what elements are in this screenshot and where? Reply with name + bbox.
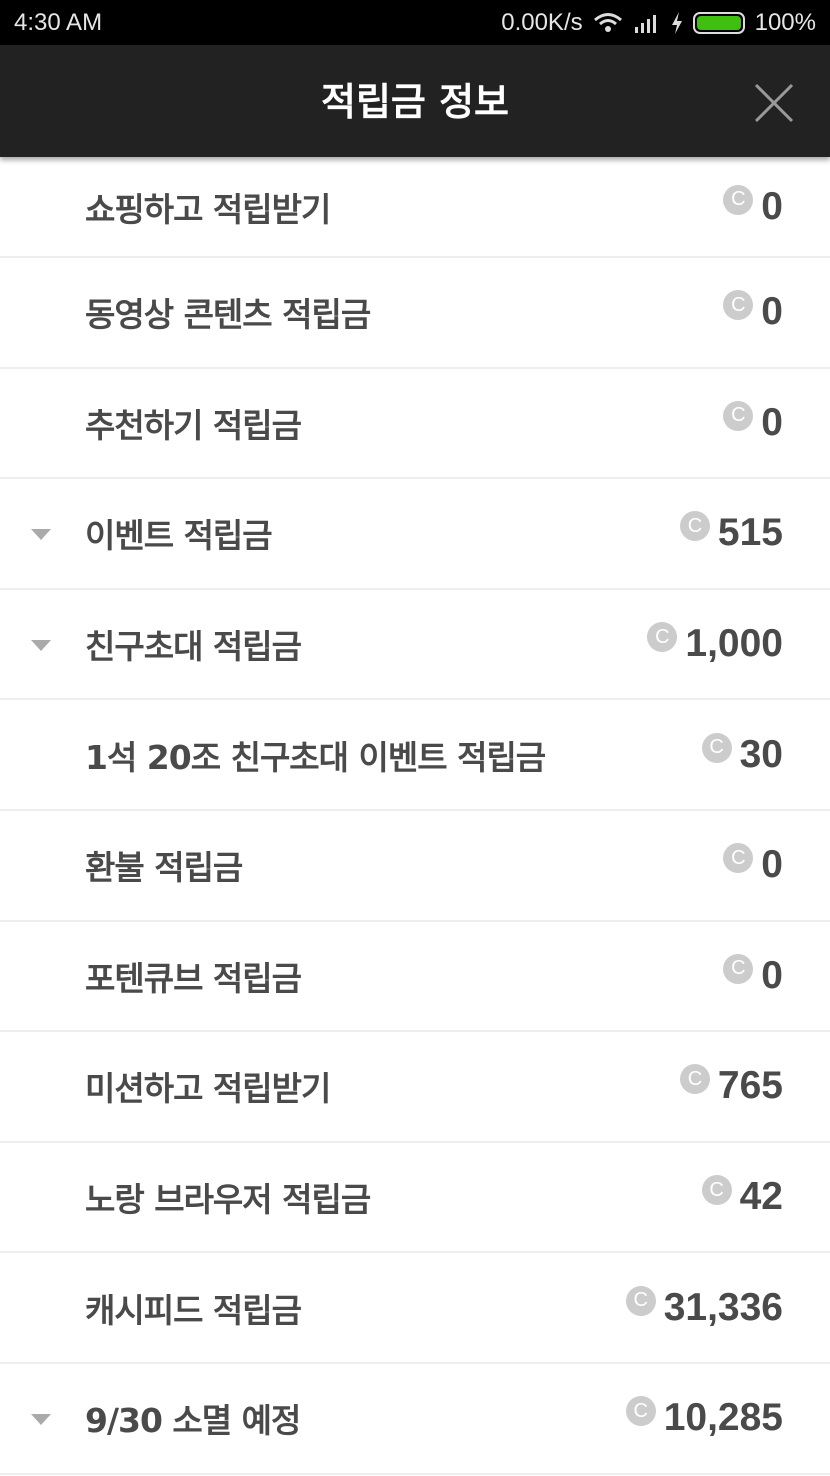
app-header: 적립금 정보 — [0, 45, 830, 157]
list-item: 캐시피드 적립금 C 31,336 — [0, 1253, 830, 1364]
list-item[interactable]: 친구초대 적립금 C 1,000 — [0, 590, 830, 701]
item-amount: C 1,000 — [647, 622, 783, 666]
item-label: 캐시피드 적립금 — [85, 1290, 302, 1330]
item-amount: C 515 — [679, 511, 783, 555]
coin-icon: C — [701, 1175, 732, 1206]
signal-icon — [634, 14, 656, 33]
caret-down-icon[interactable] — [31, 1414, 51, 1426]
item-label: 이벤트 적립금 — [85, 516, 273, 556]
item-label: 동영상 콘텐츠 적립금 — [85, 295, 371, 335]
item-label: 미션하고 적립받기 — [85, 1069, 331, 1109]
item-label: 친구초대 적립금 — [85, 627, 302, 667]
status-time: 4:30 AM — [14, 8, 103, 36]
item-label: 추천하기 적립금 — [85, 405, 302, 445]
item-label: 쇼핑하고 적립받기 — [85, 189, 331, 229]
item-value: 0 — [761, 843, 783, 887]
list-item: 1석 20조 친구초대 이벤트 적립금 C 30 — [0, 700, 830, 811]
item-value: 0 — [761, 400, 783, 444]
item-value: 30 — [739, 732, 783, 776]
item-amount: C 42 — [701, 1175, 783, 1219]
item-amount: C 31,336 — [625, 1285, 783, 1330]
item-amount: C 765 — [679, 1064, 783, 1108]
coin-icon: C — [723, 184, 754, 215]
item-value: 42 — [739, 1175, 783, 1219]
list-item: 동영상 콘텐츠 적립금 C 0 — [0, 258, 830, 369]
coin-icon: C — [679, 511, 710, 542]
item-label: 1석 20조 친구초대 이벤트 적립금 — [85, 737, 546, 777]
caret-down-icon[interactable] — [31, 640, 51, 652]
list-item: 미션하고 적립받기 C 765 — [0, 1032, 830, 1143]
list-item: 환불 적립금 C 0 — [0, 811, 830, 922]
item-value: 0 — [761, 290, 783, 334]
coin-icon: C — [647, 622, 678, 653]
page-title: 적립금 정보 — [320, 79, 510, 124]
list-item: 쇼핑하고 적립받기 C 0 — [0, 157, 830, 258]
item-value: 765 — [717, 1064, 783, 1108]
caret-down-icon[interactable] — [31, 529, 51, 541]
battery-percent: 100% — [754, 8, 816, 36]
item-label: 노랑 브라우저 적립금 — [85, 1180, 371, 1220]
list-item: 추천하기 적립금 C 0 — [0, 369, 830, 480]
coin-icon: C — [679, 1064, 710, 1095]
charging-icon — [671, 11, 682, 34]
points-list: 쇼핑하고 적립받기 C 0 동영상 콘텐츠 적립금 C 0 추천하기 적립금 C 0 이벤트 적립… — [0, 157, 830, 1475]
item-value: 0 — [761, 953, 783, 997]
item-amount: C 30 — [701, 732, 783, 777]
list-item[interactable]: 9/30 소멸 예정 C 10,285 — [0, 1364, 830, 1475]
coin-icon: C — [723, 400, 754, 431]
item-value: 31,336 — [663, 1285, 783, 1329]
coin-icon: C — [723, 290, 754, 321]
list-item: 노랑 브라우저 적립금 C 42 — [0, 1143, 830, 1254]
item-label: 환불 적립금 — [85, 848, 243, 888]
list-item[interactable]: 이벤트 적립금 C 515 — [0, 479, 830, 590]
status-bar: 4:30 AM 0.00K/s 100% — [0, 0, 830, 45]
item-value: 1,000 — [685, 622, 783, 666]
coin-icon: C — [723, 843, 754, 874]
wifi-icon — [593, 12, 622, 32]
coin-icon: C — [625, 1285, 656, 1316]
battery-icon — [692, 11, 745, 34]
net-speed: 0.00K/s — [501, 8, 583, 36]
item-value: 10,285 — [663, 1396, 783, 1440]
coin-icon: C — [701, 732, 732, 763]
item-label: 9/30 소멸 예정 — [85, 1401, 301, 1441]
item-label: 포텐큐브 적립금 — [85, 958, 302, 998]
list-item: 포텐큐브 적립금 C 0 — [0, 922, 830, 1033]
item-value: 515 — [717, 511, 783, 555]
coin-icon: C — [723, 953, 754, 984]
item-amount: C 10,285 — [625, 1396, 783, 1440]
item-value: 0 — [761, 184, 783, 228]
coin-icon: C — [625, 1396, 656, 1427]
close-icon[interactable] — [754, 83, 794, 123]
